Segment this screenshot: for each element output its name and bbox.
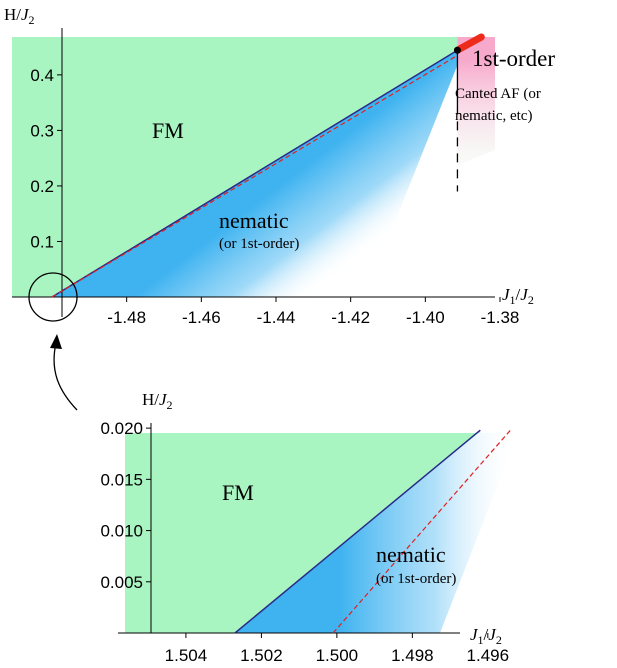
bot-y-tick-label: 0.015	[100, 470, 143, 489]
top-first-order-label: 1st-order	[472, 46, 555, 71]
bottom-nematic-region	[235, 430, 518, 633]
bottom-fm-label: FM	[222, 480, 254, 505]
bottom-xlabel: J1/J2	[470, 625, 502, 647]
bot-x-tick-label: 1.500	[316, 646, 359, 665]
top-canted-label-2: nematic, etc)	[455, 108, 532, 124]
bottom-nematic-label: nematic	[376, 542, 446, 567]
top-y-tick-label: 0.4	[30, 66, 54, 85]
top-nematic-sublabel: (or 1st-order)	[219, 236, 299, 252]
top-x-tick-label: -1.40	[406, 308, 445, 327]
bottom-ylabel: H/J2	[142, 390, 173, 412]
bottom-boundary-line	[234, 429, 481, 634]
top-first-order-line	[453, 33, 485, 54]
top-canted-region	[457, 37, 495, 165]
bot-x-tick-label: 1.496	[467, 646, 510, 665]
top-x-tick-label: -1.48	[107, 308, 146, 327]
bot-x-tick-label: 1.498	[391, 646, 434, 665]
top-y-tick-label: 0.2	[30, 177, 54, 196]
top-ylabel: H/J2	[4, 5, 35, 27]
bot-x-tick-label: 1.504	[165, 646, 208, 665]
top-xlabel: J1/J2	[502, 285, 534, 307]
top-x-tick-label: -1.38	[481, 308, 520, 327]
top-dashed-line	[51, 54, 458, 298]
zoom-arrowhead	[50, 334, 62, 349]
zoom-arrow	[53, 342, 78, 411]
top-boundary-line	[51, 49, 458, 298]
top-y-tick-label: 0.1	[30, 232, 54, 251]
bot-y-tick-label: 0.010	[100, 522, 143, 541]
bot-x-tick-label: 1.502	[240, 646, 283, 665]
bottom-dashed-line	[332, 429, 511, 634]
top-fm-region	[12, 37, 458, 297]
top-nematic-label: nematic	[219, 208, 289, 233]
bottom-panel: 1.504 1.502 1.500 1.498 1.496 0.005 0.010 0.01…	[100, 390, 518, 665]
bot-y-tick-label: 0.005	[100, 573, 143, 592]
top-panel: -1.48 -1.46 -1.44 -1.42 -1.40 -1.38 0.1 0.2 0.3…	[4, 5, 555, 411]
top-x-tick-label: -1.42	[331, 308, 370, 327]
top-canted-label-1: Canted AF (or	[455, 86, 541, 102]
top-critical-point	[453, 46, 461, 54]
top-fm-label: FM	[152, 118, 184, 143]
bot-y-tick-label: 0.020	[100, 419, 143, 438]
zoom-circle	[28, 272, 78, 322]
bottom-nematic-sublabel: (or 1st-order)	[376, 571, 456, 587]
top-x-tick-label: -1.44	[257, 308, 296, 327]
top-y-tick-label: 0.3	[30, 121, 54, 140]
bottom-fm-region	[125, 430, 481, 633]
top-x-tick-label: -1.46	[182, 308, 221, 327]
